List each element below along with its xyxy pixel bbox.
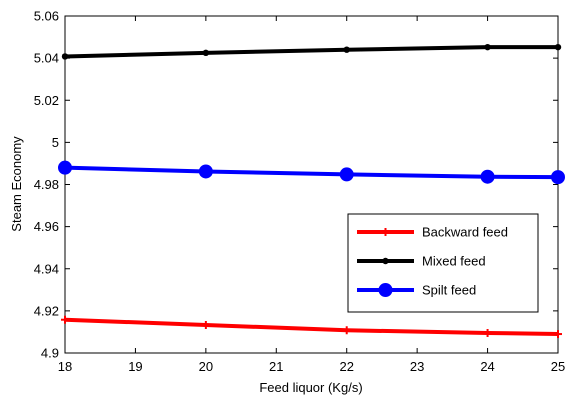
x-tick-label: 20: [199, 359, 213, 374]
x-tick-label: 23: [410, 359, 424, 374]
data-point: [554, 43, 562, 51]
y-tick-label: 5.04: [34, 51, 59, 66]
data-point: [343, 46, 350, 53]
legend-label: Backward feed: [422, 225, 508, 240]
data-point: [61, 53, 69, 60]
axis-ticks: 18 19 20 21 22 23 24 25 4.9 4.92 4.94 4.96 4.98 5 5.02…: [34, 9, 566, 375]
legend-entry: Backward feed: [357, 225, 508, 240]
x-tick-label: 24: [480, 359, 494, 374]
x-axis-label: Feed liquor (Kg/s): [259, 380, 362, 395]
legend: Backward feed Mixed feed Spilt feed: [347, 213, 539, 313]
series-2: [61, 43, 562, 60]
data-point: [483, 328, 492, 337]
y-tick-label: 5.06: [34, 9, 59, 24]
y-tick-label: 5: [52, 135, 59, 150]
y-tick-label: 4.98: [34, 177, 59, 192]
y-tick-label: 4.9: [41, 346, 59, 361]
x-tick-label: 21: [269, 359, 283, 374]
data-point: [61, 315, 69, 324]
series-layer: [58, 43, 565, 339]
x-tick-label: 18: [58, 359, 72, 374]
y-tick-label: 4.94: [34, 261, 59, 276]
data-point: [484, 43, 491, 51]
data-point: [201, 320, 210, 329]
data-point: [342, 326, 351, 335]
data-point: [382, 257, 389, 265]
data-point: [378, 283, 393, 297]
series-3: [58, 160, 565, 185]
legend-label: Spilt feed: [422, 283, 476, 298]
x-tick-label: 19: [128, 359, 142, 374]
data-point: [58, 160, 72, 175]
data-point: [551, 170, 565, 185]
data-point: [480, 169, 495, 184]
data-point: [554, 330, 562, 339]
y-tick-label: 5.02: [34, 93, 59, 108]
x-tick-label: 22: [339, 359, 353, 374]
data-point: [339, 167, 354, 182]
legend-entry: Spilt feed: [357, 283, 476, 298]
y-tick-label: 4.96: [34, 219, 59, 234]
x-tick-label: 25: [551, 359, 565, 374]
legend-entry: Mixed feed: [357, 254, 486, 269]
data-point: [202, 49, 210, 57]
data-point: [198, 164, 213, 179]
y-axis-label: Steam Economy: [9, 136, 24, 232]
series-1: [61, 315, 562, 339]
legend-label: Mixed feed: [422, 254, 486, 269]
y-tick-label: 4.92: [34, 303, 59, 318]
data-point: [381, 228, 390, 236]
